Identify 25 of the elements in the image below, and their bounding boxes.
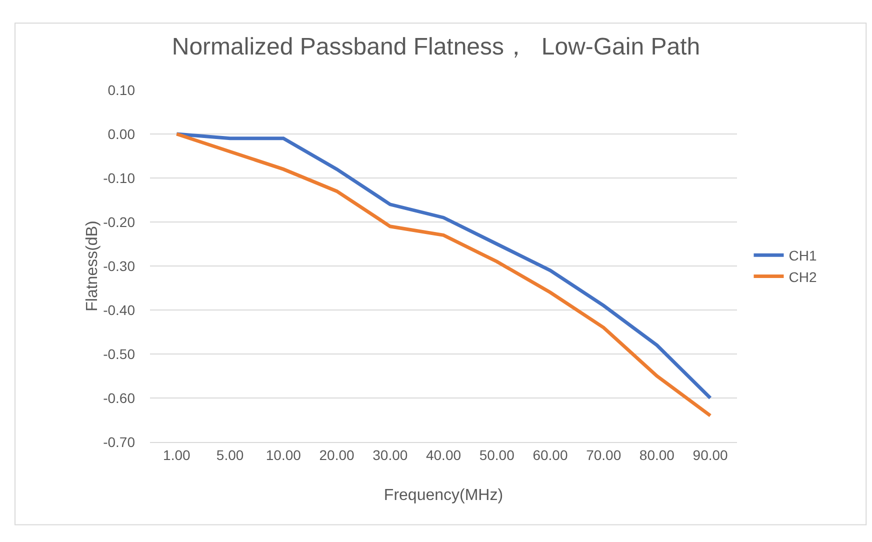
legend-label: CH1 — [788, 248, 817, 264]
y-tick-label: -0.30 — [103, 258, 136, 274]
x-tick-label: 1.00 — [163, 446, 191, 463]
y-tick-label: -0.60 — [103, 390, 136, 406]
x-axis-title: Frequency(MHz) — [384, 487, 504, 504]
x-tick-label: 5.00 — [216, 446, 244, 463]
x-tick-label: 50.00 — [479, 446, 515, 463]
x-tick-label: 30.00 — [372, 446, 408, 463]
x-tick-label: 90.00 — [692, 446, 728, 463]
x-tick-label: 60.00 — [532, 446, 568, 463]
x-tick-label: 70.00 — [586, 446, 622, 463]
legend-label: CH2 — [788, 268, 817, 285]
y-tick-label: -0.50 — [103, 346, 136, 362]
x-tick-label: 20.00 — [319, 446, 354, 463]
y-tick-label: 0.00 — [108, 126, 136, 142]
x-tick-label: 40.00 — [426, 446, 462, 463]
y-axis-title: Flatness(dB) — [84, 220, 102, 312]
y-tick-label: 0.10 — [108, 82, 136, 98]
x-tick-label: 10.00 — [266, 446, 302, 463]
y-tick-label: -0.70 — [103, 434, 136, 450]
y-tick-label: -0.20 — [103, 214, 136, 230]
x-tick-label: 80.00 — [639, 446, 675, 463]
y-tick-label: -0.10 — [103, 170, 136, 186]
y-tick-label: -0.40 — [103, 302, 136, 318]
chart-title: Normalized Passband Flatness， Low-Gain Path — [172, 34, 700, 61]
